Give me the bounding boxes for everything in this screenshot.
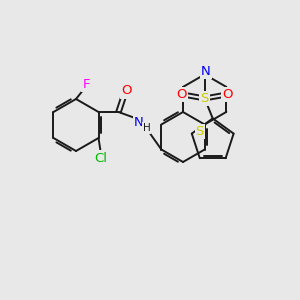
- Text: N: N: [201, 65, 211, 78]
- Text: Cl: Cl: [94, 152, 107, 164]
- Text: F: F: [82, 77, 90, 91]
- Text: S: S: [196, 125, 204, 138]
- Text: O: O: [223, 88, 233, 101]
- Text: S: S: [200, 92, 209, 105]
- Text: O: O: [176, 88, 187, 101]
- Text: O: O: [121, 85, 132, 98]
- Text: N: N: [134, 116, 143, 130]
- Text: H: H: [142, 123, 150, 133]
